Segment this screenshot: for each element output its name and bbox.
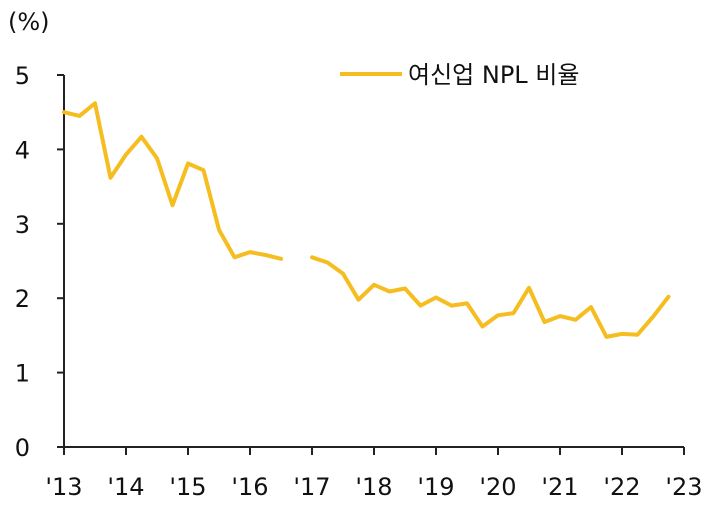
legend-label: 여신업 NPL 비율 <box>408 61 579 89</box>
x-tick-label: '23 <box>665 473 702 501</box>
x-tick-label: '13 <box>45 473 82 501</box>
y-tick-label: 5 <box>15 62 30 90</box>
y-tick-label: 1 <box>15 360 30 388</box>
series-line <box>62 101 283 261</box>
x-tick-label: '16 <box>231 473 268 501</box>
series-line <box>310 255 671 339</box>
y-tick-label: 4 <box>15 136 30 164</box>
x-tick-label: '18 <box>355 473 392 501</box>
y-tick-label: 3 <box>15 211 30 239</box>
x-tick-label: '21 <box>541 473 578 501</box>
x-tick-label: '20 <box>479 473 516 501</box>
x-tick-label: '15 <box>169 473 206 501</box>
series-lines <box>62 101 671 339</box>
y-tick-label: 0 <box>15 434 30 462</box>
x-axis: '13 '14 '15 '16 '17 '18 '19 '20 '21 '22 '23 <box>45 446 703 501</box>
x-tick-label: '19 <box>417 473 454 501</box>
y-unit-label: (%) <box>8 8 50 36</box>
y-tick-label: 2 <box>15 285 30 313</box>
y-axis: 0 1 2 3 4 5 <box>15 62 65 462</box>
x-tick-label: '22 <box>603 473 640 501</box>
x-tick-label: '14 <box>107 473 144 501</box>
legend: 여신업 NPL 비율 <box>340 61 579 89</box>
x-tick-label: '17 <box>293 473 330 501</box>
